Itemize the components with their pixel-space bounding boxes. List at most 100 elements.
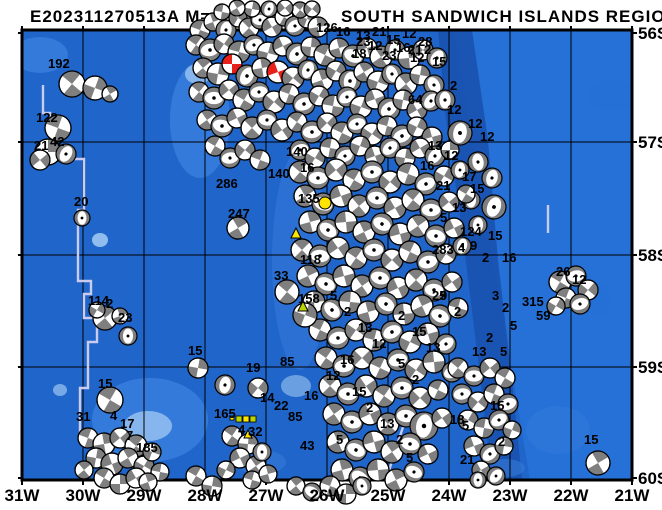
depth-label: 2 [366, 400, 373, 415]
depth-label: 5 [440, 210, 447, 225]
focal-mechanism-ball [58, 70, 86, 98]
depth-label: 32 [248, 424, 262, 439]
depth-label: 16 [304, 388, 318, 403]
focal-mechanism-ball [74, 460, 94, 480]
depth-label: 247 [228, 206, 250, 221]
latitude-label: 56S [638, 24, 662, 43]
focal-mechanism-ball [441, 271, 463, 293]
depth-label: 15 [352, 384, 366, 399]
focal-mechanism-ball [365, 186, 389, 210]
depth-label: 15 [98, 376, 112, 391]
focal-mechanism-ball [424, 224, 448, 248]
depth-label: 20 [74, 194, 88, 209]
depth-label: 5 [336, 432, 343, 447]
depth-label: 12 [480, 129, 494, 144]
depth-label: 15 [386, 32, 400, 47]
focal-mechanism-ball [338, 290, 362, 314]
focal-mechanism-ball [398, 432, 422, 456]
depth-label: 12 [444, 148, 458, 163]
island-marker [229, 415, 235, 421]
focal-mechanism-ball [546, 296, 566, 316]
focal-mechanism-ball [336, 382, 360, 406]
focal-mechanism-ball [330, 458, 354, 482]
depth-label: 19 [246, 360, 260, 375]
depth-label: 9 [440, 288, 447, 303]
focal-mechanism-ball [481, 194, 507, 220]
latitude-label: 60S [638, 469, 662, 488]
focal-mechanism-ball [416, 250, 440, 274]
focal-mechanism-ball [565, 265, 587, 287]
focal-mechanism-ball [293, 184, 317, 208]
focal-mechanism-ball [467, 151, 489, 173]
focal-mechanism-ball [247, 377, 269, 399]
focal-mechanism-ball [55, 143, 77, 165]
longitude-label: 31W [5, 486, 41, 505]
depth-label: 4 [238, 422, 246, 437]
focal-mechanism-ball [93, 467, 115, 489]
focal-mechanism-ball [221, 53, 243, 75]
focal-mechanism-ball [370, 212, 394, 236]
island-marker [242, 415, 250, 423]
longitude-label: 28W [188, 486, 224, 505]
bathymetry-patch [526, 406, 590, 454]
depth-label: 13 [426, 340, 440, 355]
bathymetry-patch [124, 411, 172, 441]
depth-label: 2 [398, 308, 405, 323]
depth-label: 2 [450, 78, 457, 93]
depth-label: 2 [502, 300, 509, 315]
depth-label: 4 [110, 408, 118, 423]
focal-mechanism-ball [463, 365, 485, 387]
depth-label: 5 [510, 318, 517, 333]
depth-label: 15 [490, 398, 504, 413]
depth-label: 13 [472, 344, 486, 359]
focal-mechanism-ball [335, 483, 357, 505]
focal-mechanism-ball [569, 293, 591, 315]
focal-mechanism-ball [452, 236, 472, 256]
depth-label: 16 [340, 352, 354, 367]
depth-label: 4 [458, 240, 466, 255]
focal-mechanism-ball [334, 210, 358, 234]
focal-mechanism-ball [380, 440, 404, 464]
depth-label: 2 [396, 432, 403, 447]
depth-label: 315 [522, 294, 544, 309]
depth-label: 2 [486, 330, 493, 345]
depth-label: 16 [502, 250, 516, 265]
focal-mechanism-ball [443, 217, 465, 239]
focal-mechanism-ball [468, 215, 488, 235]
depth-label: 158 [298, 291, 320, 306]
focal-mechanism-ball [326, 326, 350, 350]
focal-mechanism-ball [303, 0, 321, 18]
depth-label: 2 [106, 296, 113, 311]
focal-mechanism-ball [248, 81, 270, 103]
focal-mechanism-ball [118, 326, 138, 346]
focal-mechanism-ball [376, 412, 400, 436]
depth-label: 7 [126, 428, 133, 443]
longitude-label: 27W [249, 486, 285, 505]
depth-label: 135 [298, 191, 320, 206]
depth-label: 2 [344, 304, 351, 319]
depth-label: 12 [368, 38, 382, 53]
focal-mechanism-ball [347, 194, 371, 218]
focal-mechanism-ball [386, 348, 410, 372]
focal-mechanism-ball [502, 420, 522, 440]
figure-title: E202311270513A M= SOUTH SANDWICH ISLANDS… [0, 3, 662, 29]
depth-label: 15 [584, 432, 598, 447]
focal-mechanism-ball [380, 320, 404, 344]
depth-label: 286 [216, 176, 238, 191]
depth-label: 13 [428, 138, 442, 153]
depth-label: 16 [420, 158, 434, 173]
depth-label: 12 [468, 116, 482, 131]
focal-mechanism-ball [424, 145, 446, 167]
focal-mechanism-ball [344, 246, 368, 270]
depth-label: 12 [572, 272, 586, 287]
depth-label: 118 [300, 252, 321, 267]
focal-mechanism-ball [410, 294, 434, 318]
depth-label: 114 [88, 293, 110, 308]
focal-mechanism-ball [426, 47, 448, 69]
longitude-label: 21W [615, 486, 651, 505]
focal-mechanism-ball [276, 0, 294, 17]
depth-label: 21 [408, 42, 422, 57]
longitude-label: 29W [127, 486, 163, 505]
focal-mechanism-ball [366, 458, 390, 482]
focal-mechanism-ball [298, 210, 322, 234]
